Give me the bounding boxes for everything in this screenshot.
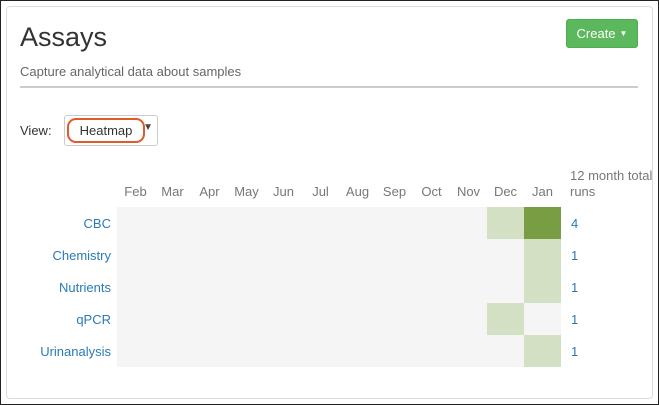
heatmap-cell [117,207,154,239]
heatmap-cell [450,335,487,367]
heatmap-cell [413,335,450,367]
heatmap-cell [154,303,191,335]
heatmap-cell [228,335,265,367]
column-header-jan: Jan [532,184,553,199]
page-title: Assays [20,22,108,52]
caret-down-icon: ▼ [619,29,628,38]
assay-link[interactable]: qPCR [76,312,111,327]
heatmap-cell [376,303,413,335]
column-header-aug: Aug [345,184,370,199]
assay-link[interactable]: Chemistry [52,248,111,263]
page-subtitle: Capture analytical data about samples [20,64,242,79]
heatmap-cell [487,335,524,367]
heatmap-cell [154,239,191,271]
heatmap-cell [450,239,487,271]
total-runs-link[interactable]: 4 [571,216,579,231]
heatmap-cell [191,335,228,367]
divider [20,86,638,88]
create-label: Create [576,26,616,41]
total-runs-link[interactable]: 1 [571,248,579,263]
heatmap-cell [302,239,339,271]
heatmap-cell [413,239,450,271]
heatmap-cell [376,271,413,303]
heatmap-cell [302,271,339,303]
heatmap-cell [228,207,265,239]
heatmap-cell [413,303,450,335]
heatmap-cell [524,303,561,335]
heatmap-cell [265,239,302,271]
heatmap-cell [117,335,154,367]
heatmap-cell[interactable] [487,207,524,239]
heatmap-cell [450,207,487,239]
heatmap-cell [228,271,265,303]
column-header-nov: Nov [456,184,481,199]
heatmap-cell [265,207,302,239]
heatmap-cell [450,271,487,303]
heatmap-cell[interactable] [524,207,561,239]
heatmap-cell [339,303,376,335]
heatmap-cell [376,239,413,271]
column-header-mar: Mar [161,184,184,199]
view-label: View: [20,123,52,138]
heatmap-cell [302,207,339,239]
heatmap-cell[interactable] [487,303,524,335]
view-select[interactable]: Heatmap ▼ [64,115,158,146]
column-header-apr: Apr [199,184,220,199]
heatmap-cell [191,239,228,271]
heatmap-cell [117,303,154,335]
heatmap-cell [265,335,302,367]
heatmap-cell [450,303,487,335]
heatmap-cell [339,207,376,239]
heatmap-cell [339,271,376,303]
column-header-jun: Jun [273,184,294,199]
heatmap-cell [487,239,524,271]
heatmap-cell [339,335,376,367]
heatmap-cell [376,335,413,367]
total-runs-link[interactable]: 1 [571,344,579,359]
column-header-jul: Jul [312,184,329,199]
dropdown-arrow-icon: ▼ [143,122,153,133]
heatmap-cell [265,303,302,335]
heatmap-cell[interactable] [524,271,561,303]
heatmap-cell [154,207,191,239]
heatmap-cell [302,335,339,367]
heatmap-cell[interactable] [524,239,561,271]
heatmap-cell [191,207,228,239]
heatmap-cell [339,239,376,271]
column-header-may: May [234,184,259,199]
total-runs-link[interactable]: 1 [571,312,579,327]
heatmap-cell [265,271,302,303]
heatmap-cell [228,303,265,335]
heatmap-cell[interactable] [524,335,561,367]
heatmap-cell [191,303,228,335]
heatmap-cell [228,239,265,271]
heatmap-cell [413,271,450,303]
total-runs-link[interactable]: 1 [571,280,579,295]
heatmap-cell [376,207,413,239]
column-header-sep: Sep [382,184,407,199]
heatmap-cell [302,303,339,335]
heatmap-cell [154,335,191,367]
heatmap-cell [117,271,154,303]
heatmap-cell [117,239,154,271]
heatmap-cell [413,207,450,239]
heatmap-cell [154,271,191,303]
column-header-feb: Feb [124,184,147,199]
total-runs-header: 12 month total runs [570,168,653,199]
assay-link[interactable]: CBC [83,216,111,231]
column-header-oct: Oct [421,184,442,199]
view-selected-value: Heatmap [67,118,145,143]
heatmap-cell [487,271,524,303]
assay-link[interactable]: Nutrients [58,280,111,295]
heatmap-cell [191,271,228,303]
create-button[interactable]: Create ▼ [566,19,638,48]
column-header-dec: Dec [493,184,518,199]
assay-link[interactable]: Urinanalysis [40,344,111,359]
